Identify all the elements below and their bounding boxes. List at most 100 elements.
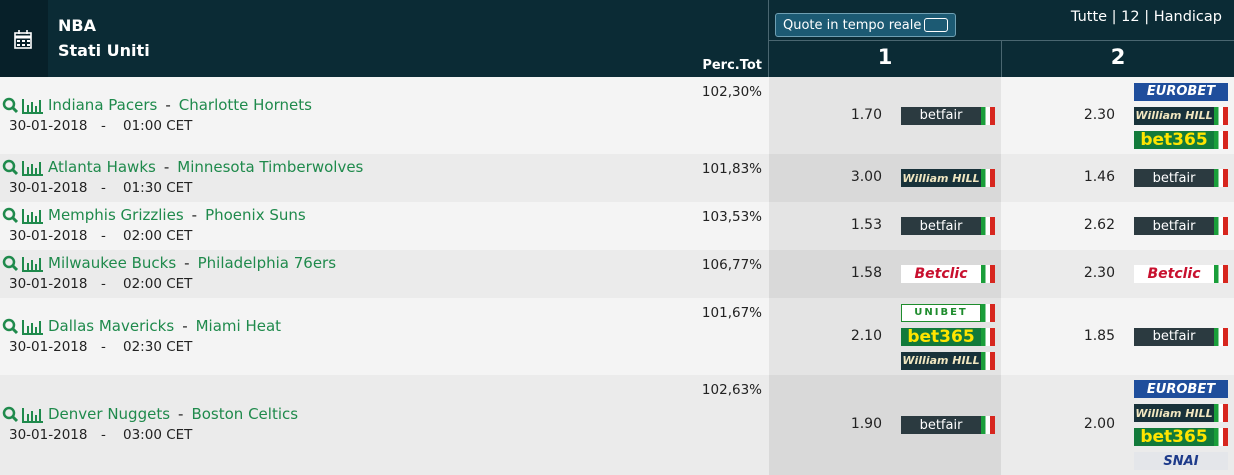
bookmaker-logo[interactable]: betfair — [1134, 327, 1214, 346]
odds-value[interactable]: 2.30 — [1083, 106, 1115, 123]
bookmaker-logo[interactable]: betfair — [901, 217, 981, 235]
separator: - — [101, 427, 106, 443]
bookmaker-logo[interactable]: Betclic — [901, 265, 981, 283]
flag — [981, 106, 995, 125]
teams: Dallas Mavericks - Miami Heat — [48, 317, 281, 335]
flag — [1214, 169, 1228, 187]
flag — [1214, 130, 1228, 149]
event-icons[interactable] — [2, 97, 46, 115]
bookmaker-logo[interactable]: Betclic — [1134, 265, 1214, 283]
payout-percentage: 101,83% — [701, 161, 762, 177]
odds-value[interactable]: 1.70 — [850, 106, 882, 123]
event-time: 02:00 CET — [123, 228, 193, 244]
odds-value[interactable]: 2.00 — [1083, 416, 1115, 432]
bookmaker-logo[interactable]: EUROBET — [1134, 380, 1228, 398]
odds-value[interactable]: 1.58 — [850, 265, 882, 281]
home-team[interactable]: Atlanta Hawks — [48, 158, 156, 176]
event-date: 30-01-2018 — [9, 117, 88, 134]
away-team[interactable]: Phoenix Suns — [205, 206, 306, 224]
home-team[interactable]: Indiana Pacers — [48, 95, 158, 114]
odds-value[interactable]: 1.46 — [1083, 169, 1115, 185]
bookmaker-logo[interactable]: bet365 — [1134, 427, 1214, 447]
event-date: 30-01-2018 — [9, 276, 88, 292]
live-toggle[interactable]: Quote in tempo reale — [775, 13, 956, 37]
teams: Indiana Pacers - Charlotte Hornets — [48, 96, 312, 114]
bookmaker-logo[interactable]: William HILL — [1134, 404, 1214, 422]
away-team[interactable]: Miami Heat — [195, 316, 282, 335]
bookmaker-logo[interactable]: betfair — [1134, 217, 1214, 235]
search-stats-icon — [2, 159, 43, 176]
separator: - — [178, 405, 184, 423]
away-team[interactable]: Charlotte Hornets — [178, 95, 312, 114]
event-time: 01:00 CET — [123, 117, 193, 134]
event-date: 30-01-2018 — [9, 427, 88, 443]
flag — [1214, 106, 1228, 125]
event-icons[interactable] — [2, 207, 46, 225]
home-team[interactable]: Memphis Grizzlies — [48, 206, 184, 224]
odds-value[interactable]: 1.85 — [1083, 327, 1115, 344]
event-icons[interactable] — [2, 255, 46, 273]
bookmaker-logo[interactable]: William HILL — [1134, 106, 1214, 125]
bookmaker-logo[interactable]: betfair — [901, 106, 981, 125]
divider — [769, 40, 1234, 41]
payout-percentage: 103,53% — [701, 209, 762, 225]
away-team[interactable]: Minnesota Timberwolves — [177, 158, 364, 176]
odds-value[interactable]: 2.62 — [1083, 217, 1115, 233]
column-header: 2 — [1110, 45, 1126, 69]
header-bar — [0, 0, 1234, 77]
away-team[interactable]: Philadelphia 76ers — [197, 254, 337, 272]
flag — [981, 217, 995, 235]
bookmaker-logo[interactable]: UNIBET — [901, 303, 981, 322]
teams: Memphis Grizzlies - Phoenix Suns — [48, 206, 306, 224]
flag — [981, 416, 995, 434]
bookmaker-logo[interactable]: SNAI — [1134, 452, 1228, 470]
perc-header: Perc.Tot — [702, 58, 762, 73]
bookmaker-logo[interactable]: William HILL — [901, 351, 981, 370]
bookmaker-logo[interactable]: William HILL — [901, 169, 981, 187]
bookmaker-logo[interactable]: bet365 — [901, 327, 981, 347]
event-row — [0, 250, 1234, 298]
event-row — [0, 202, 1234, 250]
bookmaker-logo[interactable]: EUROBET — [1134, 82, 1228, 101]
event-time: 03:00 CET — [123, 427, 193, 443]
bookmaker-logo[interactable]: betfair — [901, 416, 981, 434]
away-team[interactable]: Boston Celtics — [191, 405, 299, 423]
separator: - — [165, 95, 171, 114]
separator: - — [163, 158, 170, 176]
flag — [981, 351, 995, 370]
separator: - — [182, 316, 188, 335]
event-icons[interactable] — [2, 406, 46, 424]
payout-percentage: 101,67% — [701, 305, 762, 321]
home-team[interactable]: Denver Nuggets — [48, 405, 171, 423]
event-date: 30-01-2018 — [9, 180, 88, 196]
home-team[interactable]: Dallas Mavericks — [48, 316, 175, 335]
event-date: 30-01-2018 — [9, 338, 88, 355]
divider — [768, 0, 769, 77]
bookmaker-logo[interactable]: betfair — [1134, 169, 1214, 187]
flag — [981, 265, 995, 283]
search-stats-icon — [2, 97, 43, 114]
calendar-button[interactable] — [0, 0, 48, 77]
separator: - — [101, 276, 106, 292]
home-team[interactable]: Milwaukee Bucks — [48, 254, 177, 272]
separator: - — [101, 338, 106, 355]
event-row — [0, 154, 1234, 202]
separator: - — [101, 180, 106, 196]
odds-value[interactable]: 2.10 — [850, 327, 882, 344]
search-stats-icon — [2, 406, 43, 423]
odds-value[interactable]: 2.30 — [1083, 265, 1115, 281]
event-icons[interactable] — [2, 318, 46, 336]
event-time: 02:00 CET — [123, 276, 193, 292]
market-filters[interactable]: Tutte | 12 | Handicap — [1070, 9, 1222, 25]
bookmaker-logo[interactable]: bet365 — [1134, 130, 1214, 150]
flag — [981, 303, 995, 322]
country: Stati Uniti — [58, 41, 150, 60]
flag — [1214, 327, 1228, 346]
odds-value[interactable]: 3.00 — [850, 169, 882, 185]
event-icons[interactable] — [2, 159, 46, 177]
odds-value[interactable]: 1.53 — [850, 217, 882, 233]
odds-value[interactable]: 1.90 — [850, 416, 882, 432]
league: NBA — [58, 16, 96, 35]
column-header: 1 — [877, 45, 893, 69]
